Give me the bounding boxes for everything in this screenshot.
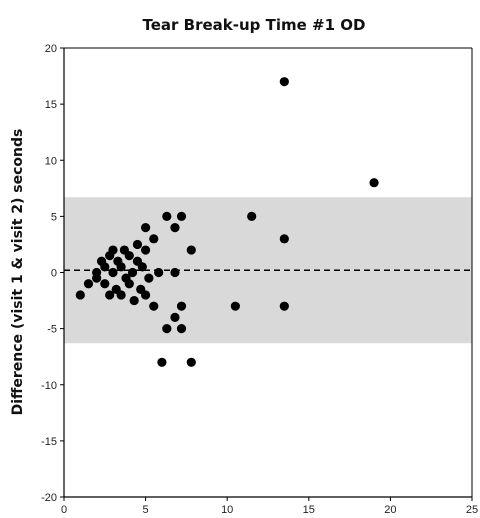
y-tick-label: -15 [41,436,57,448]
y-tick-label: 0 [51,268,57,280]
y-tick-label: -20 [41,492,57,504]
data-point [124,279,134,289]
data-point [144,273,154,283]
data-point [170,267,180,278]
data-point [141,245,151,255]
data-point [108,245,118,255]
data-point [141,290,151,300]
data-point [162,211,172,221]
data-point [369,178,379,188]
data-point [157,357,167,367]
data-point [141,223,151,233]
data-point [247,211,257,221]
data-point [170,223,180,233]
y-tick-label: -10 [41,380,57,392]
x-tick-label: 20 [384,504,396,516]
data-point [137,262,147,272]
y-tick-label: 15 [45,99,57,111]
data-point [105,290,115,300]
data-point [176,211,187,221]
y-tick-label: 5 [51,211,57,223]
x-tick-label: 25 [466,504,478,516]
data-point [129,295,139,306]
data-point [108,267,118,278]
data-point [100,279,110,289]
data-point [230,301,240,311]
data-point [132,239,143,250]
data-point [100,262,110,272]
chart-title: Tear Break-up Time #1 OD [143,16,366,34]
data-point [92,273,102,283]
y-tick-label: 20 [45,43,57,55]
plot-area: -20 -15 -10 -5 0 5 10 15 20 0 5 10 15 20 25 [41,43,478,516]
data-point [176,324,187,334]
y-tick-label: -5 [47,324,57,336]
data-point [186,245,196,255]
data-point [83,279,94,289]
data-point [116,262,126,272]
data-point [127,267,138,278]
data-point [279,234,289,244]
y-tick-label: 10 [45,155,57,167]
data-point [170,312,180,322]
data-point [116,290,126,300]
data-point [162,324,172,334]
x-tick-label: 5 [143,504,149,516]
x-tick-label: 0 [61,504,67,516]
data-point [279,77,289,87]
x-tick-label: 15 [303,504,315,516]
data-point [186,357,196,367]
data-point [75,290,85,300]
data-point [149,301,159,311]
y-axis-label: Difference (visit 1 & visit 2) seconds [10,129,26,416]
data-point [124,251,134,261]
data-point [154,267,164,278]
data-point [279,301,289,311]
data-point [149,234,159,244]
x-tick-label: 10 [221,504,233,516]
data-point [176,301,187,311]
